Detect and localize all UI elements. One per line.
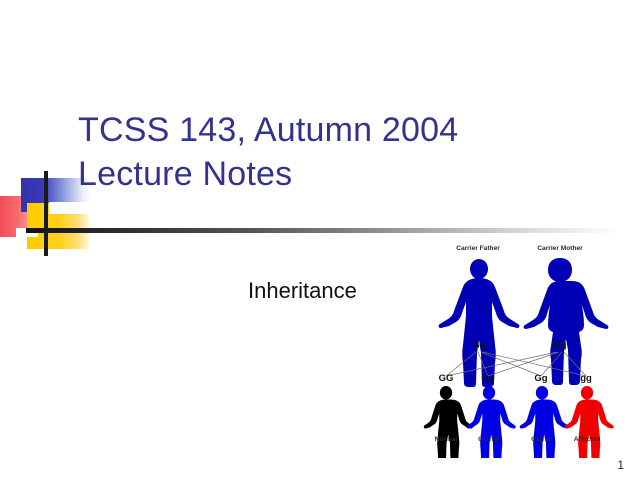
inheritance-diagram: Carrier Father Carrier Mother Gg Gg bbox=[416, 238, 634, 458]
child-label-carrier-1: Carrier bbox=[478, 436, 500, 443]
inheritance-cross-lines bbox=[445, 351, 587, 377]
child-genotype-4: gg bbox=[580, 373, 592, 384]
child-label-carrier-2: Carrier bbox=[531, 436, 553, 443]
decoration-vertical-bar bbox=[44, 171, 48, 256]
mother-silhouette bbox=[523, 258, 609, 385]
child-label-affected: Affected bbox=[574, 436, 600, 443]
child-silhouette-carrier-2 bbox=[519, 386, 569, 458]
child-genotype-3: Gg bbox=[534, 373, 547, 384]
slide-title: TCSS 143, Autumn 2004 Lecture Notes bbox=[78, 111, 459, 193]
decoration-horizontal-rule bbox=[26, 228, 620, 233]
child-label-normal: Normal bbox=[435, 436, 458, 443]
slide-subtitle: Inheritance bbox=[248, 278, 357, 303]
father-silhouette bbox=[438, 259, 520, 387]
child-genotype-1: GG bbox=[439, 373, 454, 384]
child-silhouette-normal bbox=[423, 386, 473, 458]
parent-genotype-mother: Gg bbox=[553, 340, 566, 351]
decoration-blue-notch bbox=[49, 202, 91, 214]
parent-label-mother: Carrier Mother bbox=[537, 245, 583, 252]
child-silhouette-affected bbox=[564, 386, 614, 458]
parent-genotype-father: Gg bbox=[472, 340, 485, 351]
parent-label-father: Carrier Father bbox=[456, 245, 500, 252]
page-number: 1 bbox=[617, 458, 624, 472]
child-silhouette-carrier-1 bbox=[466, 386, 516, 458]
child-genotype-2: Gg bbox=[481, 373, 494, 384]
